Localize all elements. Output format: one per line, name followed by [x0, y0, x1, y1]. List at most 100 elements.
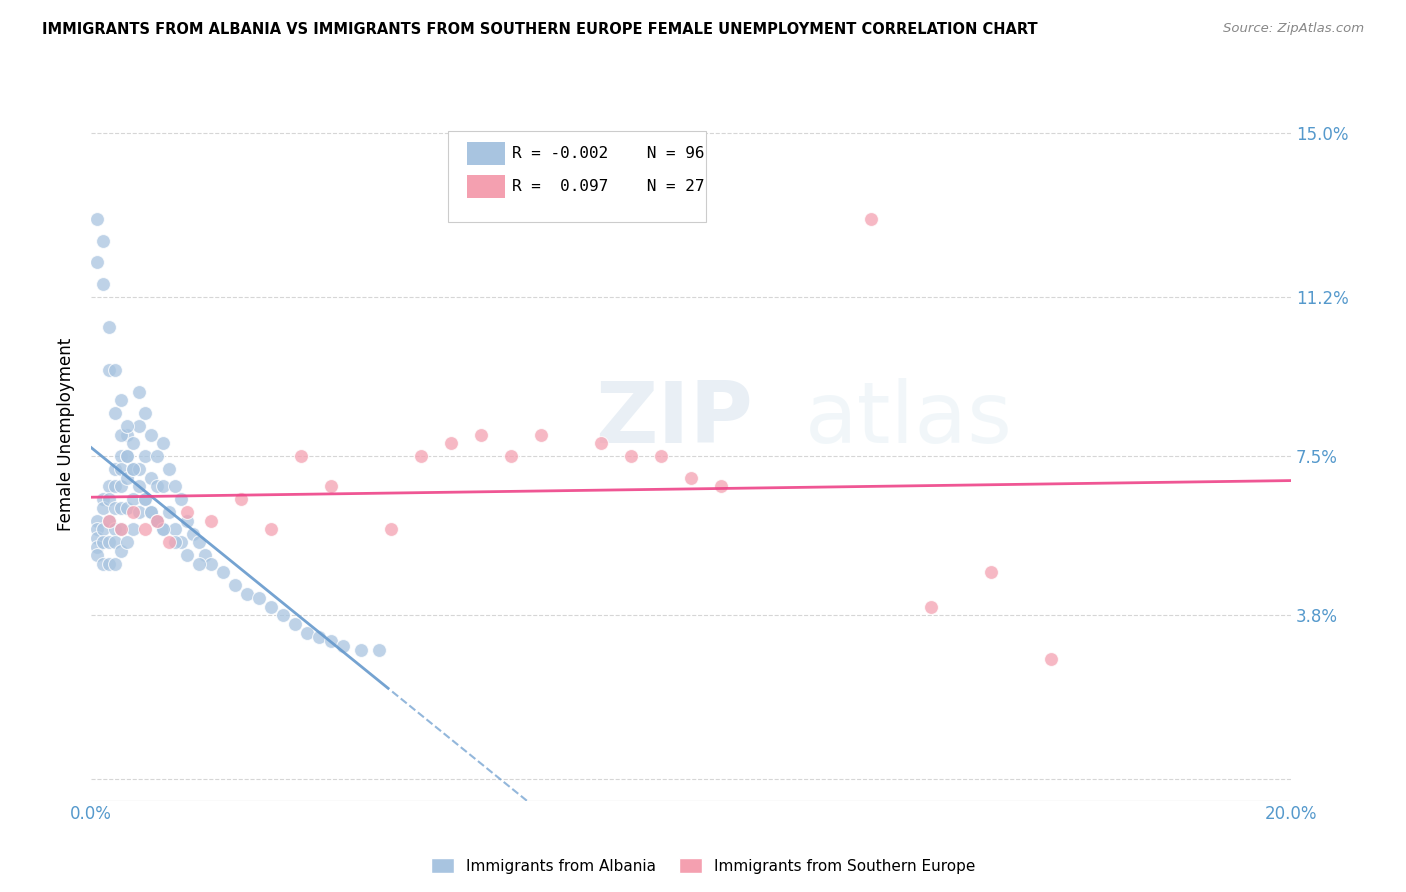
Point [86, 514, 108, 528]
Point [591, 436, 613, 450]
Point [91, 557, 114, 571]
Point [710, 479, 733, 493]
Point [104, 363, 127, 377]
Point [501, 449, 523, 463]
Point [122, 492, 145, 507]
Point [98, 535, 121, 549]
Point [146, 449, 169, 463]
Point [620, 449, 643, 463]
Point [110, 522, 132, 536]
Point [260, 599, 283, 614]
Point [411, 449, 433, 463]
Point [295, 625, 318, 640]
Point [157, 462, 180, 476]
Point [98, 479, 121, 493]
Point [98, 514, 121, 528]
Point [170, 492, 193, 507]
Point [146, 514, 169, 528]
Point [332, 639, 354, 653]
Point [146, 514, 169, 528]
Point [188, 557, 211, 571]
Point [86, 212, 108, 227]
Point [380, 522, 402, 536]
Point [128, 462, 150, 476]
Point [290, 449, 312, 463]
Point [86, 255, 108, 269]
Point [104, 522, 127, 536]
Point [115, 500, 138, 515]
Point [91, 500, 114, 515]
Point [91, 492, 114, 507]
Point [152, 436, 174, 450]
Point [104, 557, 127, 571]
Point [212, 566, 235, 580]
Point [146, 479, 169, 493]
Point [141, 470, 163, 484]
Point [200, 514, 222, 528]
Point [128, 479, 150, 493]
Point [200, 557, 222, 571]
Point [146, 514, 169, 528]
Point [91, 522, 114, 536]
Point [134, 449, 156, 463]
Point [91, 234, 114, 248]
Point [141, 505, 163, 519]
Point [122, 522, 145, 536]
Point [440, 436, 463, 450]
Point [115, 419, 138, 434]
Text: R =  0.097    N = 27: R = 0.097 N = 27 [512, 179, 704, 194]
Point [134, 522, 156, 536]
Point [247, 591, 270, 606]
Point [134, 406, 156, 420]
Point [115, 449, 138, 463]
Point [980, 566, 1002, 580]
Point [530, 427, 553, 442]
Point [110, 393, 132, 408]
Point [128, 505, 150, 519]
Point [86, 540, 108, 554]
Point [470, 427, 492, 442]
Point [681, 470, 703, 484]
Point [104, 462, 127, 476]
Point [170, 535, 193, 549]
Point [284, 617, 307, 632]
Point [920, 599, 942, 614]
Point [98, 557, 121, 571]
FancyBboxPatch shape [467, 175, 505, 198]
Point [98, 492, 121, 507]
Text: Source: ZipAtlas.com: Source: ZipAtlas.com [1223, 22, 1364, 36]
Point [165, 479, 187, 493]
Point [98, 363, 121, 377]
Point [86, 548, 108, 562]
Point [231, 492, 253, 507]
Point [260, 522, 283, 536]
Point [122, 462, 145, 476]
Point [104, 406, 127, 420]
Point [321, 634, 343, 648]
Text: R = -0.002    N = 96: R = -0.002 N = 96 [512, 146, 704, 161]
Y-axis label: Female Unemployment: Female Unemployment [58, 338, 75, 532]
Point [176, 505, 198, 519]
Point [91, 535, 114, 549]
Point [104, 479, 127, 493]
Point [152, 522, 174, 536]
Point [110, 462, 132, 476]
Point [115, 427, 138, 442]
Point [650, 449, 672, 463]
Point [188, 535, 211, 549]
Point [122, 462, 145, 476]
Point [271, 608, 294, 623]
Point [115, 470, 138, 484]
Point [91, 277, 114, 291]
Point [194, 548, 217, 562]
Point [152, 522, 174, 536]
Legend: Immigrants from Albania, Immigrants from Southern Europe: Immigrants from Albania, Immigrants from… [425, 852, 981, 880]
Point [134, 492, 156, 507]
Text: IMMIGRANTS FROM ALBANIA VS IMMIGRANTS FROM SOUTHERN EUROPE FEMALE UNEMPLOYMENT C: IMMIGRANTS FROM ALBANIA VS IMMIGRANTS FR… [42, 22, 1038, 37]
Point [157, 535, 180, 549]
Point [350, 643, 373, 657]
Point [86, 522, 108, 536]
Point [110, 427, 132, 442]
Point [321, 479, 343, 493]
Text: atlas: atlas [806, 378, 1014, 461]
